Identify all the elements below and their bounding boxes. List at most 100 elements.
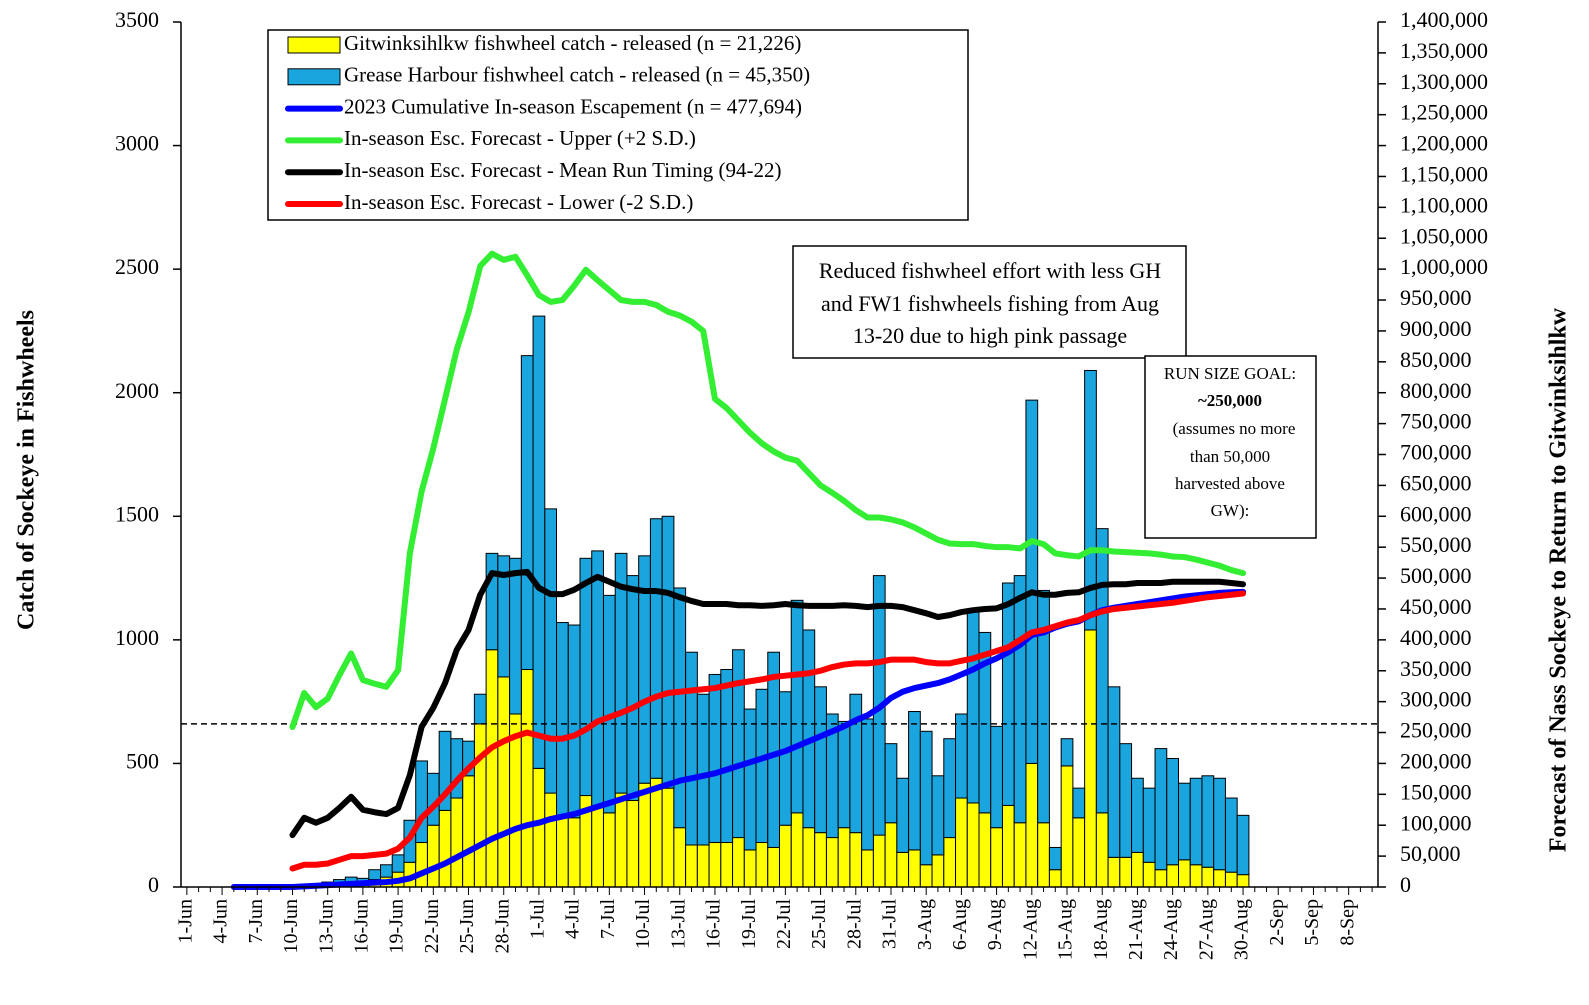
x-tick-label: 30-Aug <box>1231 899 1253 960</box>
bar <box>755 842 769 888</box>
legend: Gitwinksihlkw fishwheel catch - released… <box>267 29 969 221</box>
bar <box>673 587 687 829</box>
bar <box>391 854 405 873</box>
bar <box>966 609 980 804</box>
legend-label: Gitwinksihlkw fishwheel catch - released… <box>344 31 801 55</box>
bar <box>614 792 628 888</box>
bar <box>779 824 792 888</box>
y2-tick-label: 1,250,000 <box>1400 100 1488 125</box>
bar <box>1095 528 1109 814</box>
bar <box>1189 777 1203 866</box>
bar <box>790 599 804 814</box>
bar <box>1060 738 1074 767</box>
y-axis-title: Catch of Sockeye in Fishwheels <box>14 310 40 630</box>
x-tick-label: 24-Aug <box>1160 899 1182 960</box>
bar <box>450 797 464 888</box>
x-tick-label: 4-Jul <box>562 899 584 939</box>
bar <box>1001 582 1015 806</box>
y2-tick-label: 150,000 <box>1400 779 1472 804</box>
bar <box>567 817 581 888</box>
y2-tick-label: 1,000,000 <box>1400 254 1488 279</box>
bar <box>602 812 616 888</box>
bar <box>743 708 757 851</box>
x-tick-label: 25-Jul <box>808 899 830 949</box>
x-tick-label: 5-Sep <box>1301 899 1323 946</box>
bar <box>1178 859 1191 888</box>
plot-area: 0 500 1000 1500 2000 2500 3000 3500 0 50,000 100,0… <box>115 7 1488 960</box>
goal-text: GW): <box>1211 501 1250 520</box>
bar <box>931 775 945 856</box>
bar <box>1166 864 1179 888</box>
legend-swatch <box>287 68 341 86</box>
x-tick-label: 13-Jul <box>667 899 689 949</box>
bar <box>556 622 569 819</box>
bar <box>779 691 792 826</box>
y2-tick-label: 1,350,000 <box>1400 38 1488 63</box>
legend-label: In-season Esc. Forecast - Lower (-2 S.D.… <box>344 190 693 214</box>
x-tick-label: 31-Jul <box>879 899 901 949</box>
y2-tick-label: 800,000 <box>1400 378 1472 403</box>
bar <box>755 688 769 844</box>
bar <box>638 782 651 888</box>
annotation-box <box>792 245 1187 359</box>
y2-tick-label: 1,200,000 <box>1400 131 1488 156</box>
y2-tick-label: 50,000 <box>1400 841 1461 866</box>
y2-tick-label: 550,000 <box>1400 532 1472 557</box>
y-tick-label: 1000 <box>115 625 159 650</box>
annotation-text: 13-20 due to high pink passage <box>853 323 1127 348</box>
y2-tick-label: 1,100,000 <box>1400 192 1488 217</box>
goal-annotation: RUN SIZE GOAL: ~250,000 (assumes no more… <box>1144 355 1317 539</box>
bar <box>802 629 816 829</box>
x-tick-label: 4-Jun <box>210 899 232 943</box>
bar <box>1224 797 1238 873</box>
bar <box>485 649 499 888</box>
bar <box>872 834 886 888</box>
x-tick-label: 6-Aug <box>949 899 971 950</box>
y2-tick-label: 850,000 <box>1400 347 1472 372</box>
bar <box>884 822 898 888</box>
y2-tick-label: 1,050,000 <box>1400 223 1488 248</box>
bar <box>1213 777 1226 871</box>
bar <box>978 631 992 814</box>
x-tick-label: 8-Sep <box>1336 899 1358 946</box>
bar <box>685 844 698 888</box>
bar <box>602 594 616 814</box>
bar <box>732 837 745 888</box>
bar <box>426 824 440 888</box>
x-tick-label: 3-Aug <box>914 899 936 950</box>
bar <box>1119 743 1133 858</box>
bar <box>943 738 957 839</box>
bar <box>1119 856 1133 888</box>
bar <box>1154 748 1168 871</box>
bar <box>837 827 851 888</box>
bar <box>896 777 910 853</box>
x-tick-label: 28-Jun <box>491 899 513 953</box>
bar <box>966 802 980 888</box>
x-tick-label: 7-Jul <box>597 899 619 939</box>
y2-tick-label: 1,150,000 <box>1400 162 1488 187</box>
bar <box>1048 846 1062 871</box>
y2-tick-label: 1,400,000 <box>1400 7 1488 32</box>
bar <box>591 550 604 806</box>
y2-tick-label: 750,000 <box>1400 409 1472 434</box>
x-tick-label: 9-Aug <box>984 899 1006 950</box>
x-tick-label: 19-Jul <box>738 899 760 949</box>
bar <box>1084 369 1097 631</box>
bar <box>943 837 957 888</box>
bar <box>732 649 745 839</box>
bar <box>520 669 534 888</box>
y2-tick-label: 350,000 <box>1400 656 1472 681</box>
bar <box>1025 762 1039 888</box>
y2-tick-label: 500,000 <box>1400 563 1472 588</box>
y2-tick-label: 0 <box>1400 872 1411 897</box>
bar <box>1013 575 1027 824</box>
bar <box>1201 866 1215 888</box>
bar <box>626 800 640 888</box>
bar <box>720 842 734 888</box>
bar <box>896 851 910 888</box>
legend-label: 2023 Cumulative In-season Escapement (n … <box>344 94 802 118</box>
bar <box>556 817 569 888</box>
legend-label: Grease Harbour fishwheel catch - release… <box>344 63 810 87</box>
bar <box>1025 399 1039 764</box>
